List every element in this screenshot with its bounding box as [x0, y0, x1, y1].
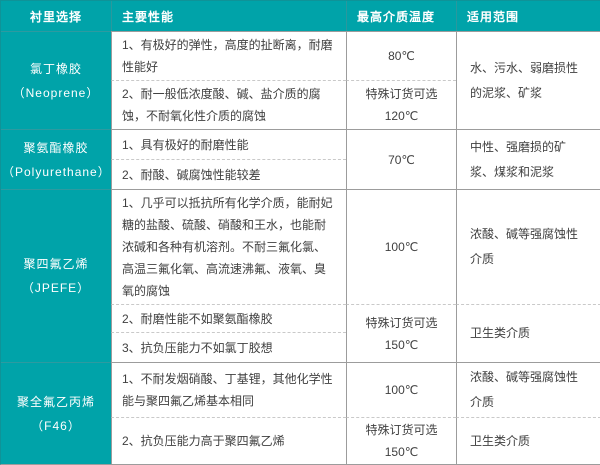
application-cell: 水、污水、弱磨损性的泥浆、矿浆: [456, 31, 600, 129]
table-row: 聚氨酯橡胶 （Polyurethane） 1、具有极好的耐磨性能 70℃ 中性、…: [1, 129, 600, 189]
application-cell: 浓酸、碱等强腐蚀性介质: [456, 362, 600, 417]
column-header-lining: 衬里选择: [1, 1, 111, 31]
table-row: 2、耐酸、碱腐蚀性能较差: [1, 159, 600, 189]
material-cell-f46: 聚全氟乙丙烯 （F46）: [1, 362, 111, 464]
performance-cell: 1、具有极好的耐磨性能: [111, 129, 346, 159]
performance-cell: 2、耐酸、碱腐蚀性能较差: [111, 159, 346, 189]
material-name: 氯丁橡胶: [29, 61, 82, 76]
material-name: 聚全氟乙丙烯: [16, 394, 95, 409]
performance-cell: 2、耐一般低浓度酸、碱、盐介质的腐蚀，不耐氧化性介质的腐蚀: [111, 80, 346, 129]
temperature-cell: 100℃: [346, 189, 456, 304]
temperature-cell: 80℃: [346, 31, 456, 80]
table-row: 氯丁橡胶 （Neoprene） 1、有极好的弹性，高度的扯断离，耐磨性能好 80…: [1, 31, 600, 129]
material-cell-ptfe: 聚四氟乙烯 （JPEFE）: [1, 189, 111, 362]
material-cell-neoprene: 氯丁橡胶 （Neoprene）: [1, 31, 111, 129]
material-code: （Polyurethane）: [2, 164, 111, 179]
application-cell: 中性、强磨损的矿浆、煤浆和泥浆: [456, 129, 600, 189]
temperature-cell: 特殊订货可选 150℃: [346, 304, 456, 362]
table-row: 聚全氟乙丙烯 （F46） 1、不耐发烟硝酸、丁基锂，其他化学性能与聚四氟乙烯基本…: [1, 362, 600, 464]
header-row: 衬里选择 主要性能 最高介质温度 适用范围: [1, 1, 600, 31]
application-cell: 卫生类介质: [456, 417, 600, 464]
material-cell-polyurethane: 聚氨酯橡胶 （Polyurethane）: [1, 129, 111, 189]
temperature-cell: 特殊订货可选 120℃: [346, 80, 456, 129]
performance-cell: 1、几乎可以抵抗所有化学介质，能耐妃糖的盐酸、硫酸、硝酸和王水，也能耐浓碱和各种…: [111, 189, 346, 304]
temperature-cell: 70℃: [346, 129, 456, 189]
performance-cell: 2、耐磨性能不如聚氨酯橡胶: [111, 304, 346, 332]
table-row: 聚四氟乙烯 （JPEFE） 1、几乎可以抵抗所有化学介质，能耐妃糖的盐酸、硫酸、…: [1, 189, 600, 362]
table-row: 2、耐磨性能不如聚氨酯橡胶 特殊订货可选 150℃ 卫生类介质: [1, 304, 600, 362]
material-code: （Neoprene）: [12, 85, 100, 100]
material-code: （JPEFE）: [21, 281, 91, 295]
column-header-application: 适用范围: [456, 1, 600, 31]
material-name: 聚四氟乙烯: [23, 257, 89, 271]
table-row: 2、耐一般低浓度酸、碱、盐介质的腐蚀，不耐氧化性介质的腐蚀 特殊订货可选 120…: [1, 80, 600, 129]
performance-cell: 2、抗负压能力高于聚四氟乙烯: [111, 417, 346, 464]
table-row: 3、抗负压能力不如氯丁胶想: [1, 332, 600, 362]
performance-cell: 1、有极好的弹性，高度的扯断离，耐磨性能好: [111, 31, 346, 80]
application-cell: 浓酸、碱等强腐蚀性介质: [456, 189, 600, 304]
column-header-max-temp: 最高介质温度: [346, 1, 456, 31]
column-header-performance: 主要性能: [111, 1, 346, 31]
performance-cell: 1、不耐发烟硝酸、丁基锂，其他化学性能与聚四氟乙烯基本相同: [111, 362, 346, 417]
material-code: （F46）: [31, 418, 81, 433]
temperature-cell: 特殊订货可选 150℃: [346, 417, 456, 464]
application-cell: 卫生类介质: [456, 304, 600, 362]
performance-cell: 3、抗负压能力不如氯丁胶想: [111, 332, 346, 362]
temperature-cell: 100℃: [346, 362, 456, 417]
material-name: 聚氨酯橡胶: [23, 140, 89, 155]
